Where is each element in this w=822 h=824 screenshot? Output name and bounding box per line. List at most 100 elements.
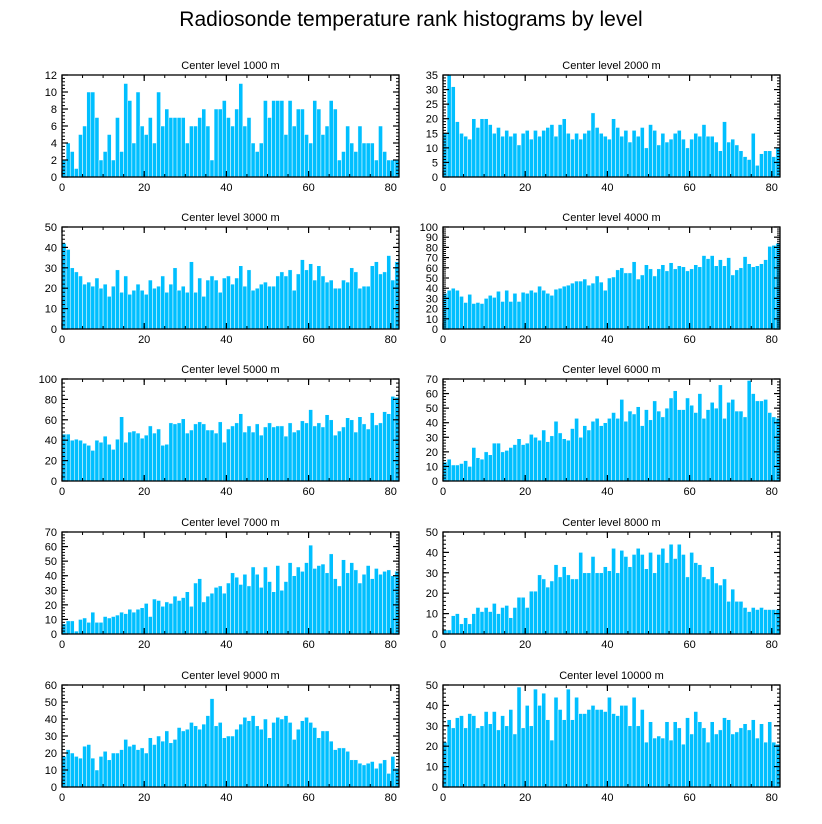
histogram-bar xyxy=(520,133,526,178)
histogram-bar xyxy=(271,100,276,178)
histogram-bar xyxy=(450,727,456,788)
histogram-bar xyxy=(135,608,141,635)
histogram-bar xyxy=(230,283,235,330)
histogram-bar xyxy=(271,426,276,482)
histogram-bar xyxy=(631,554,637,635)
histogram-bar xyxy=(69,151,75,178)
panel-frame xyxy=(61,226,400,330)
histogram-bar xyxy=(78,619,83,635)
y-tick-label: 20 xyxy=(426,304,438,316)
histogram-bar xyxy=(496,613,501,635)
histogram-bar xyxy=(86,445,92,482)
histogram-bar xyxy=(324,125,330,178)
histogram-bar xyxy=(102,751,108,788)
histogram-bar xyxy=(718,384,723,482)
histogram-bar xyxy=(102,283,108,330)
histogram-bar xyxy=(197,578,202,635)
histogram-bar xyxy=(516,301,522,330)
histogram-bar xyxy=(205,125,211,178)
histogram-bar xyxy=(483,451,489,482)
histogram-bar xyxy=(230,572,235,635)
histogram-bar xyxy=(369,761,375,788)
x-tick-label: 40 xyxy=(220,486,232,498)
histogram-bar xyxy=(152,598,157,635)
histogram-bar xyxy=(594,418,600,482)
histogram-bar xyxy=(759,607,764,635)
histogram-bar xyxy=(459,133,464,178)
x-tick-label: 80 xyxy=(385,182,397,194)
histogram-bar xyxy=(644,409,649,482)
histogram-bar xyxy=(759,263,764,330)
histogram-bar xyxy=(742,156,748,178)
histogram-bar xyxy=(172,117,178,178)
histogram-bar xyxy=(668,262,674,330)
histogram-bar xyxy=(189,606,194,635)
histogram-bar xyxy=(627,725,633,788)
histogram-bar xyxy=(701,727,707,788)
histogram-bar xyxy=(139,125,145,178)
histogram-bar xyxy=(582,133,588,178)
histogram-bar xyxy=(242,574,248,635)
histogram-bar xyxy=(267,117,272,178)
histogram-bar xyxy=(123,83,129,178)
histogram-bar xyxy=(201,723,207,788)
histogram-bar xyxy=(296,273,301,330)
histogram-bar xyxy=(250,566,256,635)
histogram-bar xyxy=(209,159,215,178)
histogram-bar xyxy=(475,127,481,178)
histogram-bar xyxy=(529,590,534,635)
histogram-bar xyxy=(197,117,202,178)
x-tick-label: 0 xyxy=(59,334,65,346)
histogram-bar xyxy=(304,562,309,635)
histogram-bar xyxy=(446,74,452,178)
histogram-bar xyxy=(746,159,752,178)
histogram-bar xyxy=(755,165,760,178)
histogram-bar xyxy=(238,265,244,330)
histogram-bar xyxy=(611,118,616,178)
histogram-bar xyxy=(254,287,260,330)
histogram-bar xyxy=(259,142,264,178)
histogram-bar xyxy=(656,144,662,178)
histogram-bar xyxy=(689,138,694,178)
histogram-bar xyxy=(378,422,383,482)
histogram-bar xyxy=(545,441,551,482)
histogram-bar xyxy=(722,265,727,330)
histogram-bar xyxy=(487,611,493,635)
histogram-bar xyxy=(180,730,186,788)
histogram-bar xyxy=(332,434,338,482)
histogram-bar xyxy=(504,725,510,788)
panel-frame xyxy=(442,226,781,330)
histogram-bar xyxy=(246,117,252,178)
y-tick-label: 0 xyxy=(51,172,57,184)
y-tick-label: 40 xyxy=(426,418,438,430)
histogram-bar xyxy=(570,578,575,635)
y-tick-label: 0 xyxy=(51,476,57,488)
x-tick-label: 0 xyxy=(59,639,65,651)
histogram-bar xyxy=(222,737,227,788)
x-tick-label: 40 xyxy=(220,792,232,804)
histogram-bar xyxy=(755,737,760,788)
x-tick-label: 20 xyxy=(138,182,150,194)
panel-frame xyxy=(61,531,400,635)
histogram-bar xyxy=(168,283,174,330)
histogram-bar xyxy=(586,572,592,635)
histogram-bar xyxy=(722,121,727,178)
histogram-bar xyxy=(209,698,215,788)
y-tick-label: 2 xyxy=(51,155,57,167)
histogram-bar xyxy=(246,585,252,635)
histogram-bar xyxy=(74,168,79,178)
histogram-bar xyxy=(69,620,75,635)
histogram-bar xyxy=(492,297,497,330)
histogram-bar xyxy=(516,597,522,635)
histogram-bar xyxy=(524,607,530,635)
histogram-bar xyxy=(193,582,198,635)
histogram-bar xyxy=(446,289,452,330)
histogram-bar xyxy=(148,737,153,788)
histogram-bar xyxy=(734,410,740,482)
histogram-bar xyxy=(172,423,178,482)
x-tick-label: 0 xyxy=(59,792,65,804)
histogram-bar xyxy=(119,151,124,178)
histogram-bar xyxy=(332,108,338,178)
histogram-bar xyxy=(271,591,276,635)
histogram-bar xyxy=(742,723,748,788)
